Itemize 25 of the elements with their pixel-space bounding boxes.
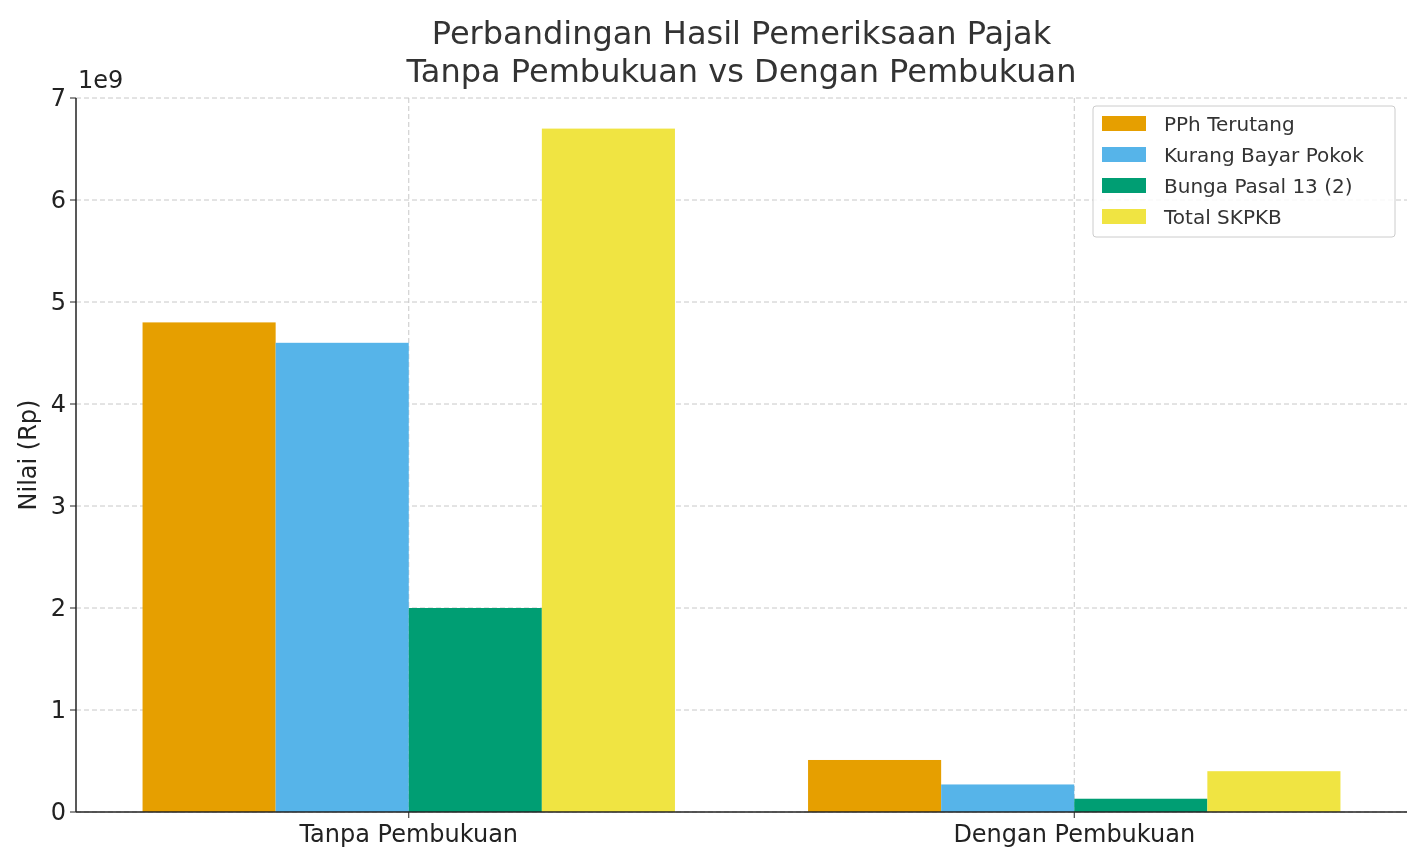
bar: [142, 322, 276, 812]
y-tick-label: 3: [50, 492, 66, 521]
bar: [808, 759, 942, 812]
y-tick-label: 5: [50, 288, 66, 317]
y-tick-label: 4: [50, 390, 66, 419]
bar: [941, 784, 1075, 812]
y-tick-label: 1: [50, 696, 66, 725]
bar: [1207, 771, 1341, 812]
x-tick-label: Dengan Pembukuan: [953, 820, 1196, 848]
bar: [275, 342, 409, 812]
bar: [541, 128, 675, 812]
y-tick-label: 7: [50, 84, 66, 113]
y-axis-title: Nilai (Rp): [14, 399, 42, 511]
legend-label: Total SKPKB: [1163, 205, 1282, 229]
bar: [408, 608, 542, 812]
legend-label: Bunga Pasal 13 (2): [1164, 174, 1353, 198]
legend-label: Kurang Bayar Pokok: [1164, 143, 1365, 167]
y-tick-label: 2: [50, 594, 66, 623]
legend-label: PPh Terutang: [1164, 112, 1295, 136]
chart-title: Perbandingan Hasil Pemeriksaan Pajak Tanpa Pembukuan vs Dengan Pembukuan: [405, 14, 1077, 90]
y-tick-label: 0: [50, 798, 66, 827]
text: 1e9: [78, 66, 124, 94]
y-tick-label: 6: [50, 186, 66, 215]
x-tick-label: Tanpa Pembukuan: [298, 820, 519, 848]
bar: [1074, 798, 1208, 812]
